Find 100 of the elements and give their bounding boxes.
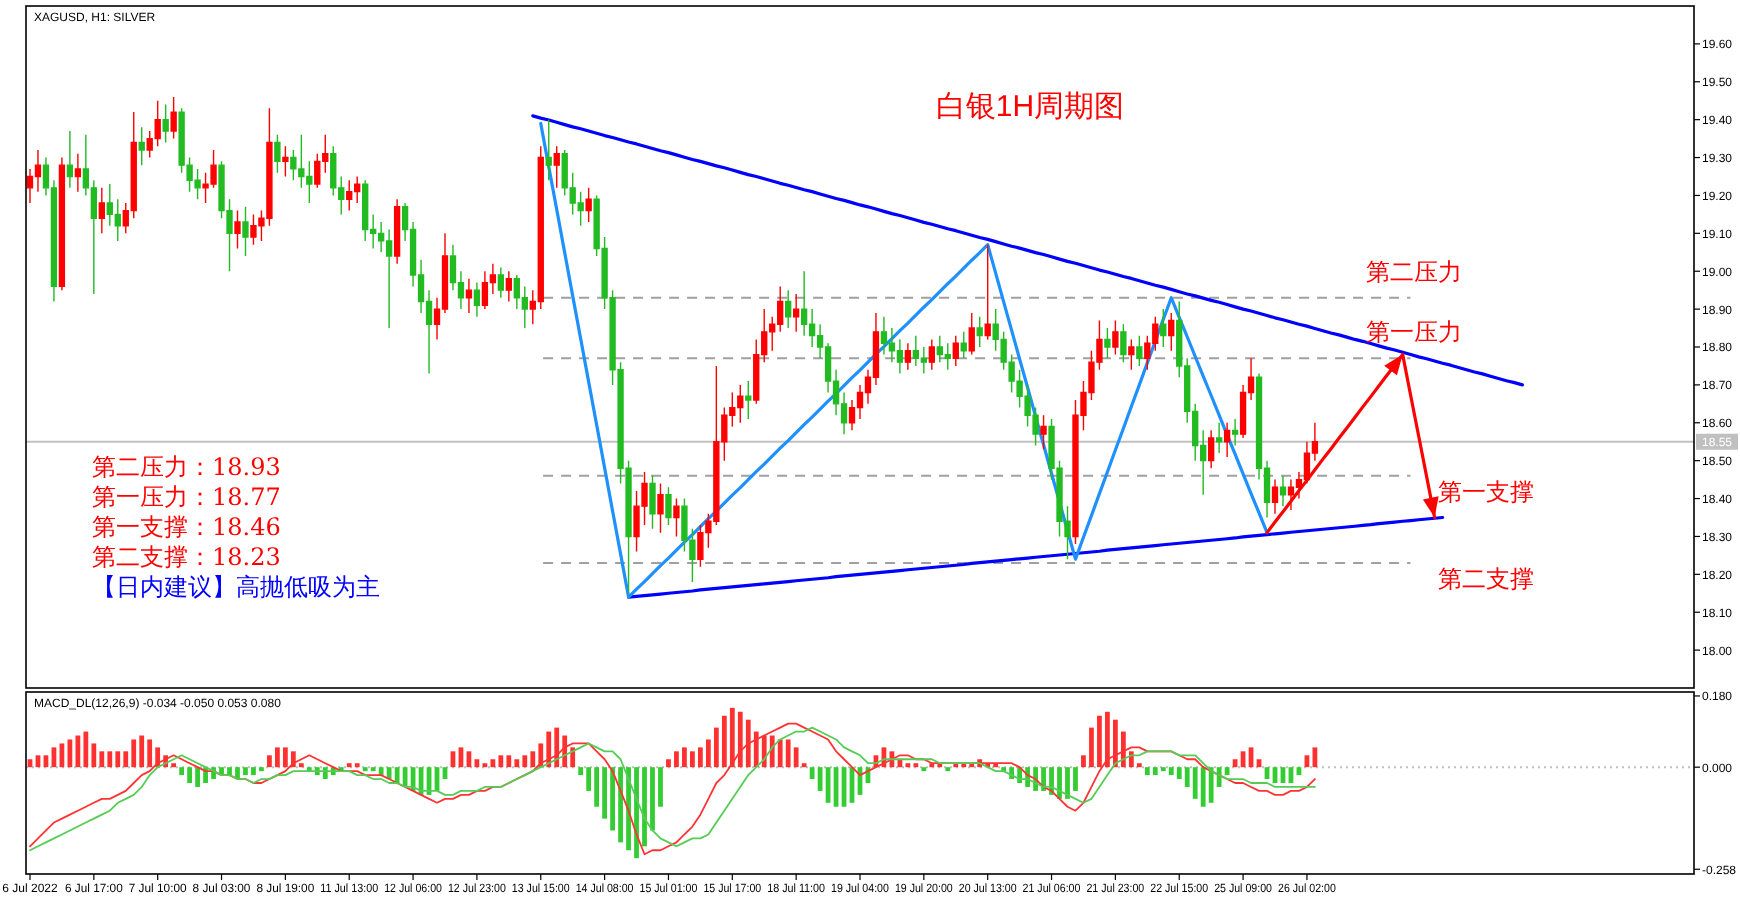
candlestick bbox=[1207, 429, 1215, 469]
bar bbox=[227, 767, 232, 776]
bar bbox=[147, 739, 153, 768]
bar bbox=[1208, 767, 1214, 803]
bar bbox=[75, 735, 81, 768]
bar bbox=[187, 767, 192, 783]
candlestick bbox=[465, 278, 473, 314]
candlestick bbox=[944, 342, 951, 371]
bar bbox=[690, 751, 695, 768]
ref-line-label: 第二压力 bbox=[1366, 257, 1463, 286]
candlestick bbox=[1120, 323, 1127, 363]
bar bbox=[195, 767, 200, 787]
candlestick bbox=[282, 145, 289, 178]
candlestick bbox=[58, 156, 66, 291]
candlestick bbox=[553, 145, 560, 189]
candlestick bbox=[1160, 308, 1167, 348]
ref-line-label: 第一压力 bbox=[1366, 318, 1463, 347]
annotation: 第一压力：18.77 bbox=[92, 483, 281, 511]
bar bbox=[777, 739, 783, 768]
candlestick bbox=[904, 342, 912, 371]
candlestick bbox=[98, 187, 105, 235]
candlestick bbox=[505, 270, 513, 303]
bar bbox=[107, 751, 113, 768]
bar bbox=[1192, 767, 1198, 799]
candlestick bbox=[960, 331, 967, 360]
candlestick bbox=[737, 384, 744, 424]
bar bbox=[1168, 767, 1174, 776]
bar bbox=[1176, 767, 1182, 780]
bar bbox=[251, 767, 256, 776]
bar bbox=[290, 751, 296, 768]
candlestick bbox=[665, 486, 672, 526]
bar bbox=[378, 767, 384, 776]
candlestick bbox=[1287, 478, 1295, 511]
candlestick bbox=[545, 118, 552, 181]
candlestick bbox=[745, 380, 752, 420]
bar bbox=[1041, 767, 1046, 791]
candlestick bbox=[952, 334, 959, 367]
candlestick bbox=[649, 475, 656, 530]
candlestick bbox=[976, 315, 983, 348]
candlestick bbox=[1168, 312, 1175, 352]
line-series bbox=[539, 121, 1269, 599]
bar bbox=[1057, 767, 1062, 799]
candlestick bbox=[162, 103, 169, 144]
candlestick bbox=[1104, 327, 1111, 360]
candlestick bbox=[242, 206, 249, 257]
bar bbox=[394, 767, 400, 783]
candlestick bbox=[657, 482, 664, 534]
candlestick bbox=[912, 334, 920, 367]
candlestick bbox=[274, 134, 281, 174]
text: 白银1H周期图 bbox=[935, 90, 1125, 124]
bar bbox=[682, 747, 687, 768]
bar bbox=[1200, 767, 1206, 807]
ref-line-label: 第一支撑 bbox=[1438, 477, 1535, 506]
candlestick bbox=[880, 315, 888, 356]
candlestick bbox=[936, 334, 943, 363]
bar bbox=[769, 735, 775, 768]
candlestick bbox=[968, 312, 975, 356]
bar bbox=[179, 767, 185, 776]
candlestick bbox=[1279, 475, 1287, 507]
bar bbox=[1073, 767, 1078, 791]
candlestick bbox=[481, 270, 489, 310]
candlestick bbox=[1136, 334, 1143, 367]
candlestick bbox=[354, 175, 361, 204]
candlestick bbox=[385, 228, 393, 329]
bar bbox=[554, 727, 560, 768]
candlestick bbox=[362, 179, 369, 242]
annotation: 第二支撑：18.23 bbox=[92, 543, 281, 571]
bar bbox=[514, 759, 520, 768]
bar bbox=[386, 767, 392, 780]
candlestick bbox=[138, 126, 145, 166]
candlestick bbox=[346, 179, 353, 212]
candlestick bbox=[1040, 414, 1047, 450]
candlestick bbox=[1112, 319, 1119, 356]
candlestick bbox=[66, 130, 74, 189]
bar bbox=[282, 747, 288, 768]
candlestick bbox=[234, 209, 241, 250]
candlestick bbox=[792, 293, 800, 333]
ref-line-label: 第二支撑 bbox=[1438, 564, 1535, 593]
bar bbox=[530, 751, 536, 768]
bar bbox=[1065, 767, 1070, 799]
annotation: 第一支撑：18.46 bbox=[92, 513, 281, 541]
bar bbox=[546, 731, 552, 768]
bar bbox=[131, 739, 137, 768]
annotation: 第二压力：18.93 bbox=[92, 453, 281, 481]
annotation: 【日内建议】高抛低吸为主 bbox=[92, 573, 380, 601]
bar bbox=[618, 767, 623, 843]
candlestick bbox=[497, 266, 505, 299]
candlestick bbox=[1271, 478, 1279, 515]
bar bbox=[99, 751, 105, 768]
bar bbox=[139, 735, 145, 768]
candlestick bbox=[1223, 422, 1231, 458]
bar bbox=[793, 747, 799, 768]
candlestick bbox=[785, 289, 792, 329]
bar bbox=[490, 759, 496, 768]
bar bbox=[275, 747, 280, 768]
bar bbox=[761, 735, 767, 768]
candlestick bbox=[1215, 422, 1223, 454]
bar bbox=[674, 751, 679, 768]
bar bbox=[522, 755, 528, 768]
bar bbox=[666, 759, 671, 768]
